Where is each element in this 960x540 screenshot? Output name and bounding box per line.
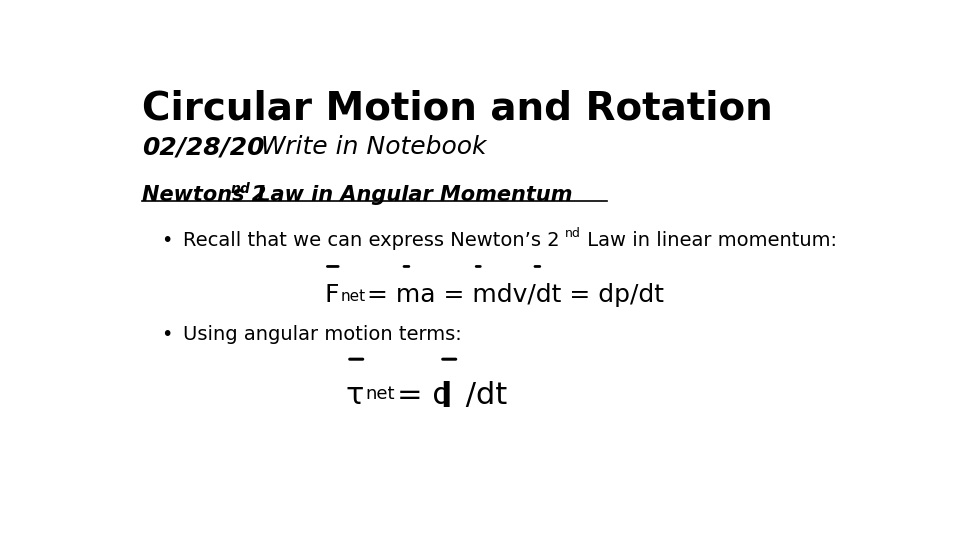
- Text: τ: τ: [346, 381, 364, 410]
- Text: Circular Motion and Rotation: Circular Motion and Rotation: [142, 90, 773, 128]
- Text: •: •: [161, 325, 172, 343]
- Text: /dt: /dt: [456, 381, 508, 410]
- Text: Write in Notebook: Write in Notebook: [261, 136, 487, 159]
- Text: net: net: [366, 385, 395, 403]
- Text: 02/28/20: 02/28/20: [142, 136, 265, 159]
- Text: Recall that we can express Newton’s 2: Recall that we can express Newton’s 2: [183, 231, 560, 250]
- Text: Using angular motion terms:: Using angular motion terms:: [183, 325, 462, 343]
- Text: = ma = mdv/dt = dp/dt: = ma = mdv/dt = dp/dt: [367, 283, 664, 307]
- Text: = d: = d: [396, 381, 451, 410]
- Text: Law in linear momentum:: Law in linear momentum:: [581, 231, 837, 250]
- Text: nd: nd: [230, 182, 250, 196]
- Text: •: •: [161, 231, 172, 250]
- Text: l: l: [440, 381, 451, 414]
- Text: F: F: [324, 283, 339, 307]
- Text: Law in Angular Momentum: Law in Angular Momentum: [251, 185, 573, 205]
- Text: Newtons 2: Newtons 2: [142, 185, 267, 205]
- Text: nd: nd: [564, 227, 581, 240]
- Text: net: net: [341, 289, 366, 305]
